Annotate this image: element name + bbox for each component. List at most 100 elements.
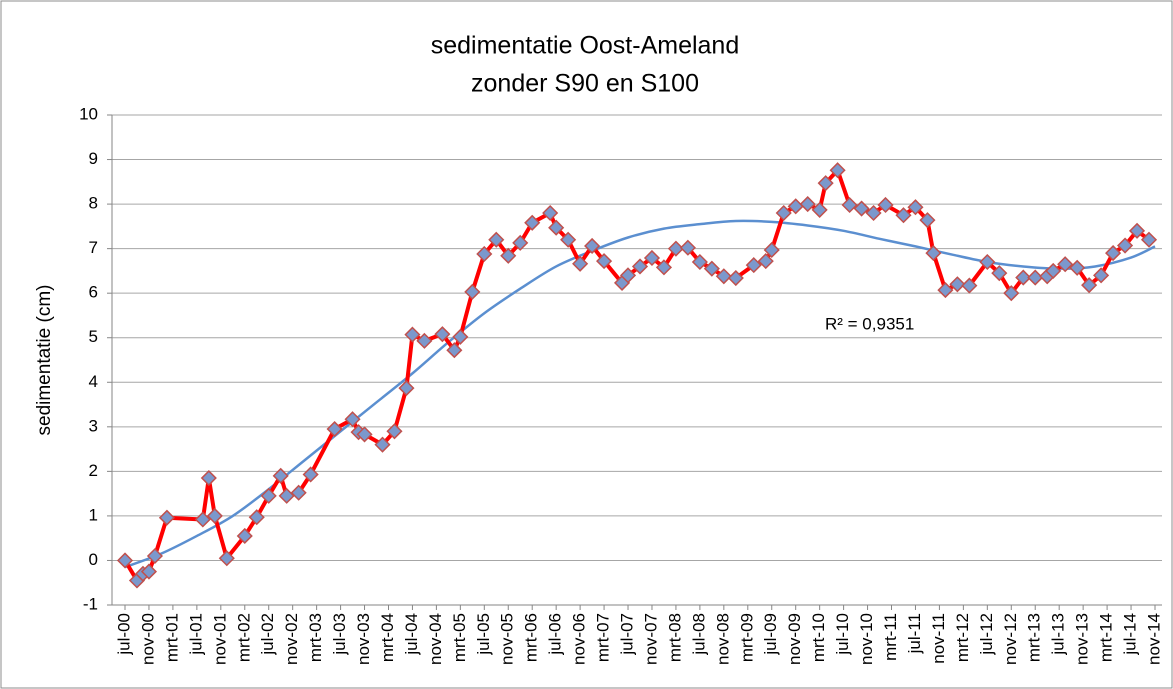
y-tick-label: 6 <box>89 283 98 302</box>
data-point <box>817 175 834 192</box>
data-point <box>1093 267 1110 284</box>
data-point <box>248 509 265 526</box>
data-point <box>200 469 217 487</box>
data-point <box>991 265 1008 282</box>
data-point <box>853 200 870 217</box>
x-tick-label: jul-08 <box>689 613 708 656</box>
data-point <box>1057 256 1074 273</box>
x-tick-label: mrt-11 <box>881 613 900 661</box>
data-point <box>703 260 720 277</box>
x-tick-label: nov-10 <box>857 613 876 665</box>
data-point <box>961 277 978 294</box>
data-point <box>194 511 211 528</box>
x-tick-label: nov-02 <box>282 613 301 665</box>
x-tick-label: jul-01 <box>186 613 205 656</box>
data-point <box>829 162 846 179</box>
data-point <box>877 196 894 214</box>
data-point <box>560 231 577 248</box>
data-point <box>140 563 158 580</box>
data-point <box>925 245 942 262</box>
data-point <box>949 276 966 293</box>
x-tick-label: jul-07 <box>618 613 637 656</box>
x-tick-label: mrt-03 <box>306 613 325 662</box>
x-tick-label: nov-13 <box>1073 613 1092 665</box>
data-point <box>1027 269 1044 286</box>
x-tick-label: mrt-04 <box>378 613 397 662</box>
x-tick-label: jul-14 <box>1121 613 1140 656</box>
data-point <box>572 255 589 272</box>
y-tick-label: 1 <box>89 505 98 524</box>
x-tick-label: nov-09 <box>785 613 804 665</box>
data-point <box>715 268 732 285</box>
chart-subtitle: zonder S90 en S100 <box>471 70 699 98</box>
data-point <box>524 214 541 231</box>
data-point <box>260 487 277 504</box>
x-tick-label: mrt-14 <box>1097 613 1116 662</box>
y-tick-label: 0 <box>89 550 98 569</box>
x-tick-label: nov-03 <box>354 613 373 665</box>
data-point <box>452 328 469 345</box>
data-point <box>727 269 744 287</box>
data-point <box>434 326 451 343</box>
x-tick-label: nov-14 <box>1144 613 1163 665</box>
data-point <box>1081 277 1098 294</box>
x-tick-label: nov-11 <box>929 613 948 664</box>
x-tick-label: jul-06 <box>546 613 565 656</box>
x-tick-label: jul-04 <box>402 613 421 656</box>
data-point <box>302 466 319 483</box>
data-point <box>1015 269 1032 286</box>
y-tick-label: 8 <box>89 194 98 213</box>
x-tick-label: jul-03 <box>330 613 349 656</box>
data-point <box>476 245 493 263</box>
x-tick-label: nov-01 <box>210 613 229 665</box>
y-tick-label: -1 <box>83 594 98 613</box>
x-tick-label: mrt-12 <box>953 613 972 662</box>
y-tick-label: 10 <box>79 104 98 123</box>
x-tick-label: nov-06 <box>570 613 589 665</box>
y-tick-label: 9 <box>89 149 98 168</box>
data-point <box>464 283 481 300</box>
x-tick-label: jul-05 <box>474 613 493 656</box>
y-tick-label: 7 <box>89 238 98 257</box>
x-tick-label: nov-07 <box>641 613 660 665</box>
data-point <box>979 253 996 271</box>
data-point <box>404 326 421 343</box>
data-point <box>488 231 505 248</box>
x-tick-label: jul-11 <box>905 613 924 654</box>
y-tick-label: 4 <box>89 372 98 391</box>
annotation: R² = 0,9351 <box>825 314 914 333</box>
data-point <box>218 550 235 567</box>
data-point <box>907 199 924 216</box>
x-tick-label: jul-02 <box>258 613 277 656</box>
y-tick-label: 2 <box>89 461 98 480</box>
y-axis-label: sedimentatie (cm) <box>34 285 55 436</box>
data-point <box>631 258 649 275</box>
data-point <box>667 240 684 257</box>
data-point <box>691 253 708 271</box>
x-tick-label: nov-12 <box>1001 613 1020 665</box>
data-point <box>548 219 565 236</box>
x-tick-label: jul-13 <box>1049 613 1068 656</box>
x-tick-label: mrt-10 <box>809 613 828 662</box>
x-tick-label: nov-00 <box>138 613 157 665</box>
data-point <box>344 411 361 428</box>
x-tick-label: jul-00 <box>114 613 133 656</box>
x-tick-label: nov-05 <box>498 613 517 665</box>
x-tick-label: nov-08 <box>713 613 732 665</box>
data-point <box>895 207 912 224</box>
x-tick-label: mrt-07 <box>594 613 613 662</box>
data-point <box>416 332 433 349</box>
data-point <box>1045 262 1062 279</box>
data-point <box>937 282 954 299</box>
chart-title: sedimentatie Oost-Ameland <box>431 32 739 60</box>
data-point <box>278 487 295 504</box>
data-point <box>763 241 780 259</box>
data-point <box>236 527 253 545</box>
x-tick-label: mrt-08 <box>665 613 684 662</box>
data-point <box>1128 222 1146 239</box>
data-point <box>542 204 559 222</box>
x-tick-label: jul-10 <box>833 613 852 656</box>
data-point <box>596 253 613 270</box>
